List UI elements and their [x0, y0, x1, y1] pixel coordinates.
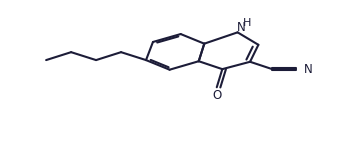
Text: O: O [212, 89, 221, 102]
Text: N: N [304, 63, 313, 76]
Text: H: H [243, 18, 251, 28]
Text: N: N [237, 21, 246, 34]
